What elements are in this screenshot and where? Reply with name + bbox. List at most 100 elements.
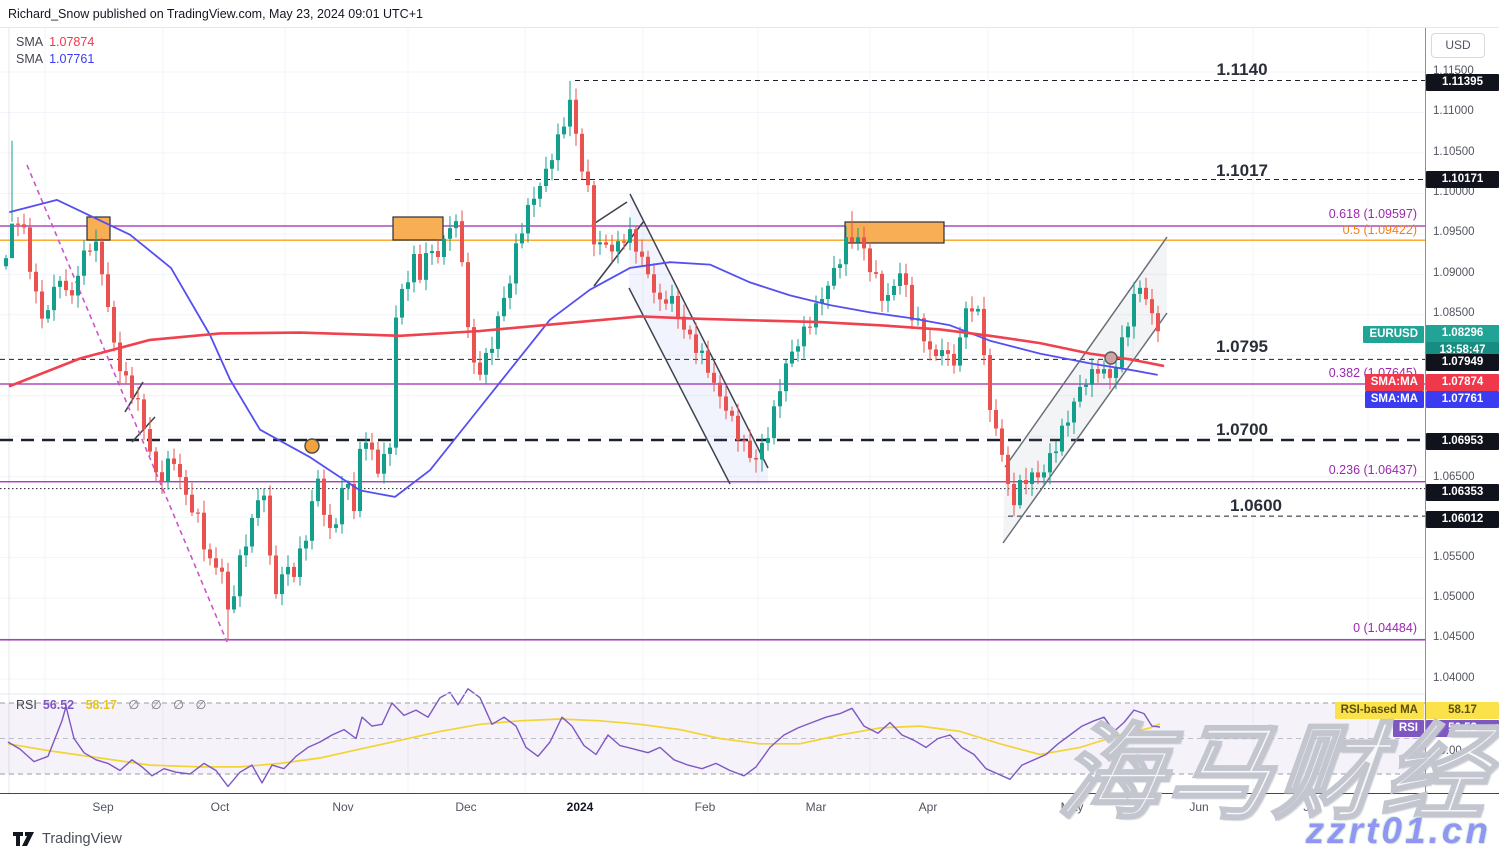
candle-body [748, 440, 752, 458]
candle-body [106, 274, 110, 307]
sma2-value: 1.07761 [49, 52, 95, 66]
candle-body [160, 472, 164, 482]
candle-body [1102, 369, 1106, 374]
candle-body [556, 134, 560, 161]
candle-body [352, 483, 356, 512]
currency-toggle-button[interactable]: USD [1431, 33, 1485, 58]
candle-body [220, 567, 224, 572]
candle-body [958, 337, 962, 366]
candle-body [340, 487, 344, 525]
candle-body [802, 326, 806, 347]
flag-trendline [591, 201, 628, 226]
candle-body [898, 273, 902, 287]
candle-body [88, 250, 92, 252]
candle-body [400, 288, 404, 318]
candle-body [166, 458, 170, 482]
candle-body [406, 282, 410, 289]
candle-body [706, 350, 710, 373]
candle-body [988, 355, 992, 410]
time-axis-label-Mar: Mar [805, 800, 827, 814]
candle-body [604, 242, 608, 245]
candle-body [934, 349, 938, 357]
candle-body [724, 396, 728, 411]
candle-body [4, 258, 8, 267]
candle-body [652, 274, 656, 293]
candle-body [574, 99, 578, 134]
fib-label-0.236: 0.236 (1.06437) [1328, 463, 1417, 477]
candle-body [694, 334, 698, 353]
time-axis-label-Apr: Apr [918, 800, 938, 814]
candle-body [346, 483, 350, 488]
candle-body [922, 318, 926, 342]
candle-body [286, 566, 290, 575]
rsi-legend[interactable]: RSI 56.52 58.17 ∅ ∅ ∅ ∅ [16, 697, 210, 714]
candle-body [1132, 293, 1136, 327]
candle-body [328, 514, 332, 528]
dashed-trendline [26, 164, 228, 643]
candle-body [64, 280, 68, 291]
candle-body [814, 303, 818, 328]
sma-legend-row-2[interactable]: SMA 1.07761 [16, 51, 94, 68]
candle-body [490, 348, 494, 353]
level-label-1.1140: 1.1140 [1216, 60, 1268, 79]
candle-body [310, 501, 314, 541]
candle-body [1126, 326, 1130, 338]
candle-body [718, 382, 722, 397]
tradingview-logo[interactable]: TradingView [12, 829, 122, 849]
footer-bar: TradingView [0, 820, 1499, 857]
candle-body [1078, 386, 1082, 402]
sma1-value: 1.07874 [49, 35, 95, 49]
header-bar: Richard_Snow published on TradingView.co… [0, 0, 1499, 28]
candle-body [178, 463, 182, 478]
price-axis[interactable]: USD 1.11500 1.11000 1.10500 1.10000 1.09500 1… [1425, 27, 1499, 820]
sma-blue-line [9, 198, 1158, 498]
candle-body [610, 244, 614, 252]
candle-body [850, 237, 854, 243]
candle-body [34, 271, 38, 292]
price-axis-tick: 1.11000 [1433, 105, 1474, 117]
candle-body [316, 478, 320, 502]
series-label-sma-ma: SMA:MA [1364, 374, 1424, 391]
candle-body [1000, 428, 1004, 455]
candle-body [640, 251, 644, 257]
time-axis-label-Oct: Oct [210, 800, 230, 814]
price-tag-1.07761: 1.07761 [1426, 391, 1499, 408]
candle-body [742, 440, 746, 442]
candle-body [16, 223, 20, 225]
candle-body [550, 160, 554, 169]
candle-body [136, 398, 140, 400]
candle-body [544, 168, 548, 187]
time-axis-label-Sep: Sep [92, 800, 114, 814]
candle-body [1018, 480, 1022, 506]
sma-legend[interactable]: SMA 1.07874 SMA 1.07761 [16, 34, 94, 68]
time-axis-label-Jul: Jul [1303, 800, 1319, 814]
candle-body [436, 251, 440, 257]
last-price-value: 1.08296 [1426, 325, 1499, 342]
candle-body [124, 371, 128, 376]
candle-body [118, 342, 122, 372]
candle-body [322, 478, 326, 515]
candle-body [772, 406, 776, 439]
candle-body [880, 273, 884, 301]
candle-body [28, 227, 32, 272]
candle-body [130, 375, 134, 399]
price-axis-tick: 1.09500 [1433, 226, 1475, 238]
candle-body [868, 248, 872, 273]
candle-body [826, 285, 830, 300]
candle-body [412, 254, 416, 283]
sma-legend-row-1[interactable]: SMA 1.07874 [16, 34, 94, 51]
price-tag-1.10171: 1.10171 [1426, 171, 1499, 188]
price-axis-tick: 1.10500 [1433, 146, 1475, 158]
candle-body [820, 299, 824, 304]
candle-body [1048, 453, 1052, 473]
candle-body [154, 451, 158, 473]
price-tag-1.06012: 1.06012 [1426, 511, 1499, 528]
sma2-label: SMA [16, 52, 44, 66]
series-label-eurusd: EURUSD [1363, 326, 1424, 343]
candle-body [1150, 299, 1154, 314]
candle-body [658, 292, 662, 300]
time-axis-label-Jun: Jun [1189, 800, 1209, 814]
candle-body [58, 280, 62, 287]
candle-body [226, 571, 230, 610]
